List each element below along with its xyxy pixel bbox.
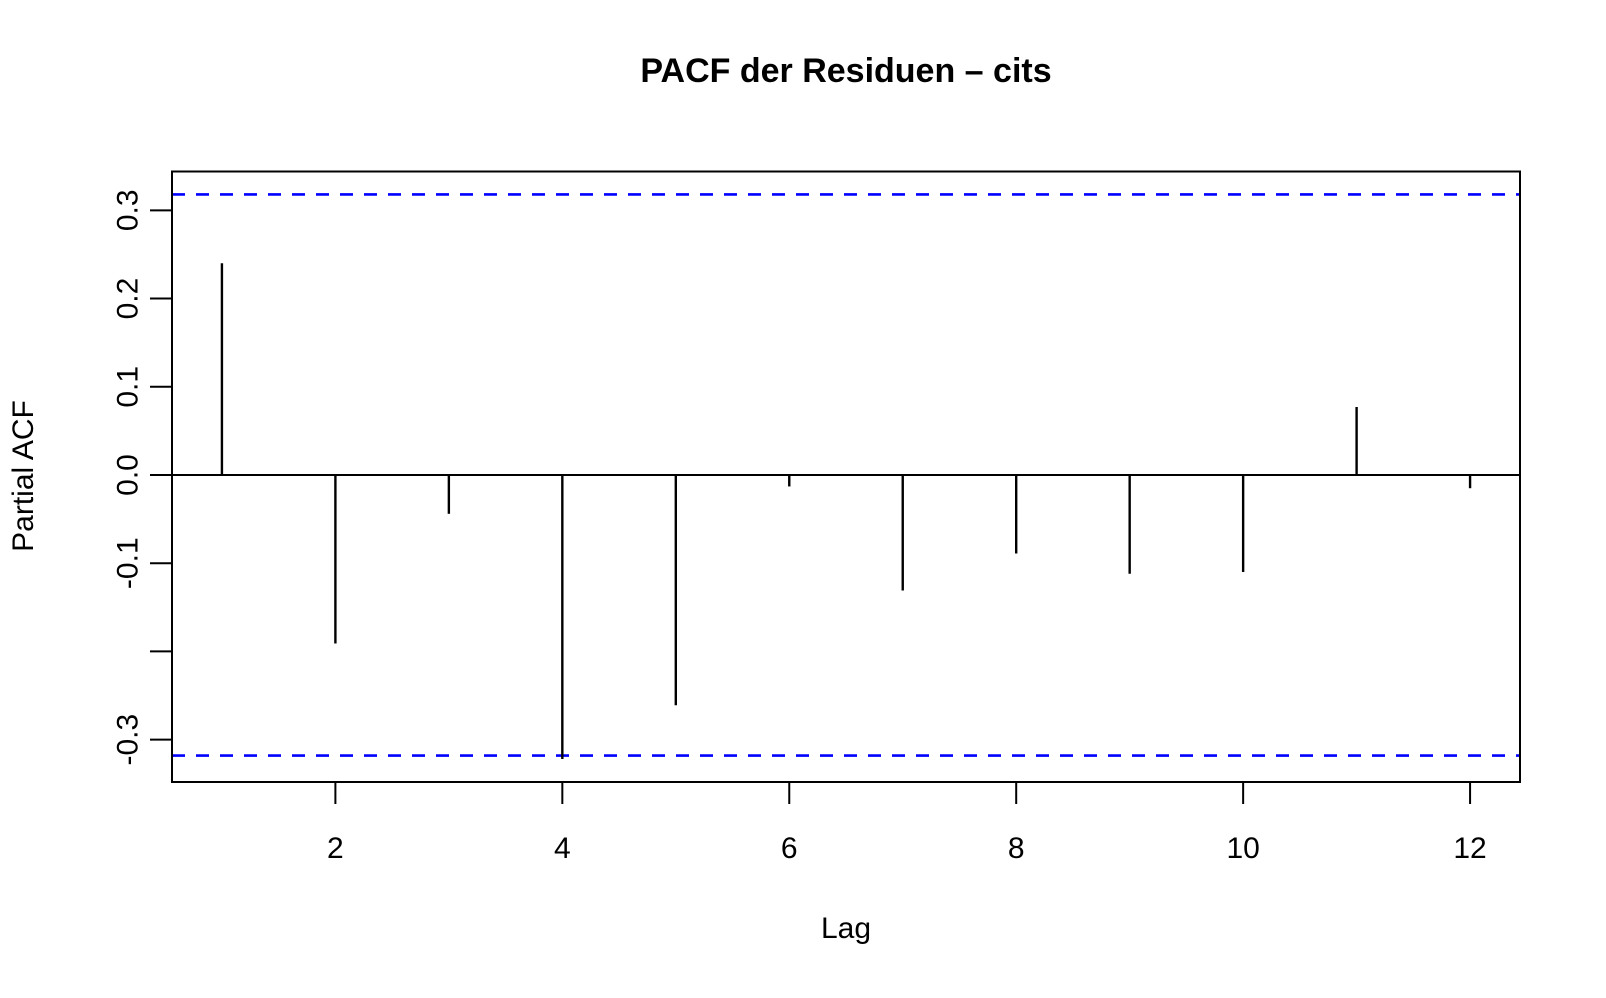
x-tick-label: 12 (1453, 832, 1486, 865)
x-axis-label: Lag (820, 912, 872, 945)
x-tick-label: 4 (554, 832, 571, 865)
y-tick-label: 0.2 (112, 278, 145, 320)
x-tick-label: 6 (781, 832, 798, 865)
y-axis-label: Partial ACF (7, 400, 40, 552)
chart-title: PACF der Residuen – cits (640, 52, 1052, 90)
plot-box (171, 170, 1521, 783)
x-tick-label: 2 (327, 832, 344, 865)
y-tick-label: -0.1 (112, 537, 145, 589)
y-tick-label: -0.3 (112, 714, 145, 766)
x-tick-label: 10 (1226, 832, 1259, 865)
y-tick-label: 0.1 (112, 366, 145, 408)
y-tick-label: 0.3 (112, 189, 145, 231)
y-tick-label: 0.0 (112, 454, 145, 496)
x-tick-label: 8 (1008, 832, 1025, 865)
